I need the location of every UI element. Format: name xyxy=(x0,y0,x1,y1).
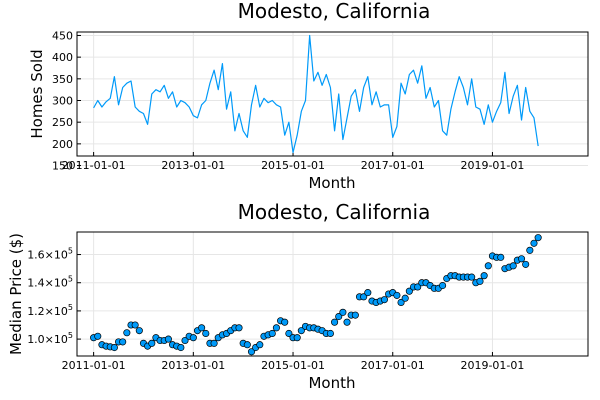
data-point xyxy=(243,341,251,349)
data-point xyxy=(393,291,401,299)
y-tick-label: 350 xyxy=(52,73,73,86)
x-tick-label: 2019-01-01 xyxy=(460,159,524,172)
x-tick-label: 2013-01-01 xyxy=(161,159,225,172)
series-homes-sold xyxy=(93,34,539,154)
y-tick-label: 250 xyxy=(52,116,73,129)
data-point xyxy=(476,277,484,285)
data-point xyxy=(530,239,538,247)
y-tick-label: 1.6×105 xyxy=(27,247,73,262)
data-point xyxy=(198,324,206,332)
data-point xyxy=(534,234,542,242)
data-point xyxy=(202,329,210,338)
y-tick-label: 300 xyxy=(52,95,73,108)
data-point xyxy=(135,327,143,335)
tick-marks xyxy=(77,34,493,167)
data-point xyxy=(119,338,127,346)
y-tick-labels: 150 200 250 300 350 400 450 xyxy=(52,29,73,172)
data-point xyxy=(268,329,276,338)
data-point xyxy=(360,293,368,301)
data-point xyxy=(293,334,301,342)
x-tick-labels: 2011-01-01 2013-01-01 2015-01-01 2017-01-01… xyxy=(62,359,525,372)
data-point xyxy=(210,339,218,347)
grid-lines xyxy=(77,32,588,167)
series-median-price xyxy=(90,234,542,356)
y-axis-label: Median Price ($) xyxy=(7,233,25,355)
homes-sold-panel: Modesto, California 150 200 250 300 350 400 45… xyxy=(28,0,589,192)
chart-title: Modesto, California xyxy=(238,0,431,23)
x-tick-labels: 2011-01-01 2013-01-01 2015-01-01 2017-01-01… xyxy=(62,159,525,172)
data-point xyxy=(148,339,156,347)
y-tick-label: 450 xyxy=(52,29,73,42)
data-point xyxy=(177,343,185,352)
y-axis-label: Homes Sold xyxy=(28,49,46,138)
plot-frame xyxy=(76,31,589,157)
data-point xyxy=(414,283,422,291)
data-point xyxy=(131,321,139,329)
data-point xyxy=(364,289,372,297)
data-point xyxy=(123,329,131,337)
y-tick-label: 1.4×105 xyxy=(27,275,73,290)
y-tick-label: 1.0×105 xyxy=(27,331,73,346)
chart-title: Modesto, California xyxy=(238,200,431,224)
data-point xyxy=(110,343,118,352)
data-point xyxy=(272,324,280,332)
x-tick-label: 2017-01-01 xyxy=(361,159,425,172)
data-point xyxy=(281,318,289,326)
data-point xyxy=(189,334,197,342)
x-tick-label: 2015-01-01 xyxy=(261,359,325,372)
data-point xyxy=(509,262,517,270)
data-point xyxy=(326,329,334,338)
data-point xyxy=(380,296,388,304)
x-tick-label: 2011-01-01 xyxy=(62,359,126,372)
data-point xyxy=(497,253,505,261)
y-tick-label: 200 xyxy=(52,138,73,151)
y-tick-label: 400 xyxy=(52,51,73,64)
data-point xyxy=(256,341,264,349)
data-point xyxy=(339,308,347,316)
data-point xyxy=(526,246,534,254)
data-point xyxy=(401,294,409,302)
y-tick-label: 150 xyxy=(52,160,73,173)
data-point xyxy=(468,273,476,281)
data-point xyxy=(247,348,256,356)
x-tick-label: 2019-01-01 xyxy=(460,359,524,372)
data-point xyxy=(335,312,343,321)
x-tick-label: 2011-01-01 xyxy=(62,159,126,172)
data-point xyxy=(297,327,305,335)
data-point xyxy=(235,324,243,332)
data-point xyxy=(397,298,405,307)
data-point xyxy=(351,311,359,319)
data-point xyxy=(439,281,447,290)
x-tick-label: 2017-01-01 xyxy=(361,359,425,372)
data-point xyxy=(164,335,172,343)
data-point xyxy=(343,318,351,326)
data-point xyxy=(285,329,293,338)
x-axis-label: Month xyxy=(308,174,355,192)
data-point xyxy=(94,332,102,340)
data-point xyxy=(405,287,413,295)
data-point xyxy=(331,318,339,326)
data-point xyxy=(484,262,492,270)
y-tick-label: 1.2×105 xyxy=(27,303,73,318)
x-axis-label: Month xyxy=(308,374,355,392)
data-point xyxy=(181,336,189,345)
data-point xyxy=(480,272,488,280)
median-price-panel: Modesto, California 1.0×105 1.2×105 1.4×10… xyxy=(7,200,589,392)
plot-frame xyxy=(76,231,589,357)
data-point xyxy=(522,260,530,268)
series-line xyxy=(93,34,539,154)
x-tick-label: 2015-01-01 xyxy=(261,159,325,172)
data-point xyxy=(517,255,526,263)
x-tick-label: 2013-01-01 xyxy=(161,359,225,372)
y-tick-labels: 1.0×105 1.2×105 1.4×105 1.6×105 xyxy=(27,247,73,347)
tick-marks xyxy=(77,254,493,356)
